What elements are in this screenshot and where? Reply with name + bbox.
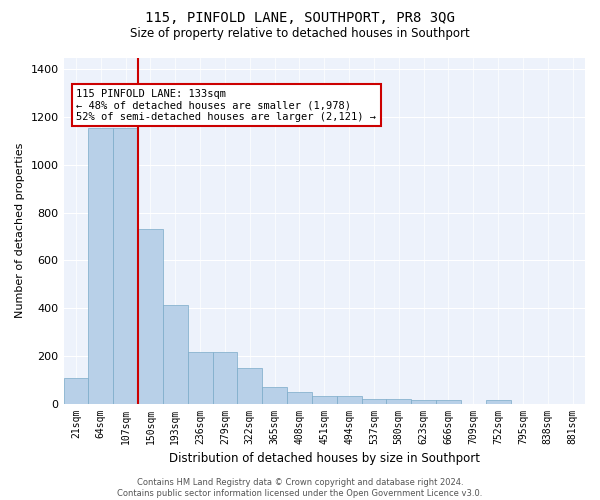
Bar xyxy=(113,128,138,404)
Bar xyxy=(64,378,88,404)
Text: 115, PINFOLD LANE, SOUTHPORT, PR8 3QG: 115, PINFOLD LANE, SOUTHPORT, PR8 3QG xyxy=(145,11,455,25)
Y-axis label: Number of detached properties: Number of detached properties xyxy=(15,143,25,318)
Bar xyxy=(262,387,287,404)
Bar xyxy=(212,352,238,404)
Bar xyxy=(411,400,436,404)
Bar xyxy=(138,230,163,404)
Text: Contains HM Land Registry data © Crown copyright and database right 2024.
Contai: Contains HM Land Registry data © Crown c… xyxy=(118,478,482,498)
Text: 115 PINFOLD LANE: 133sqm
← 48% of detached houses are smaller (1,978)
52% of sem: 115 PINFOLD LANE: 133sqm ← 48% of detach… xyxy=(76,88,376,122)
Bar xyxy=(238,368,262,404)
Bar xyxy=(386,400,411,404)
Bar xyxy=(312,396,337,404)
Bar xyxy=(88,128,113,404)
X-axis label: Distribution of detached houses by size in Southport: Distribution of detached houses by size … xyxy=(169,452,480,465)
Bar xyxy=(163,304,188,404)
Text: Size of property relative to detached houses in Southport: Size of property relative to detached ho… xyxy=(130,28,470,40)
Bar xyxy=(485,400,511,404)
Bar xyxy=(287,392,312,404)
Bar xyxy=(362,400,386,404)
Bar xyxy=(337,396,362,404)
Bar xyxy=(188,352,212,404)
Bar xyxy=(436,400,461,404)
